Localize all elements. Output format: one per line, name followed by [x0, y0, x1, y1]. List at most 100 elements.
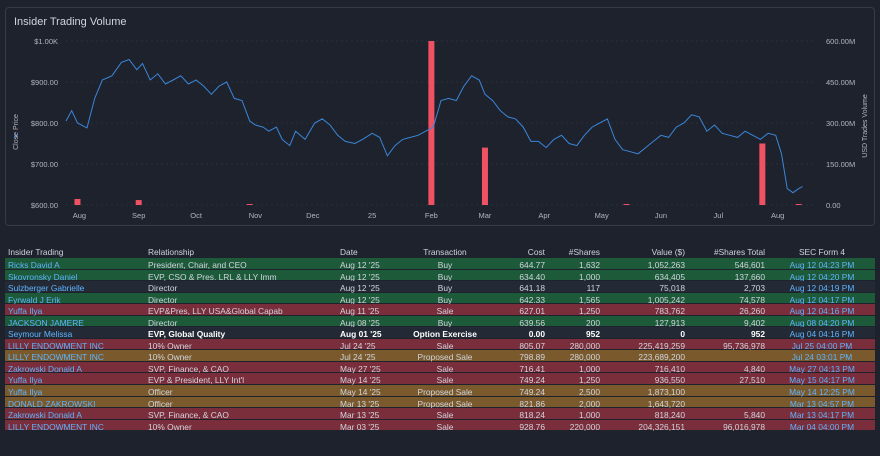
insider-trading-chart[interactable]: $1.00K $900.00 $800.00 $700.00 $600.00 600.0… — [6, 8, 874, 225]
insider-name-link[interactable]: LILLY ENDOWMENT INC — [8, 340, 104, 351]
header-value[interactable]: Value ($) — [651, 247, 685, 257]
date-cell: Aug 11 '25 — [340, 306, 380, 317]
sec-form4-link[interactable]: Mar 13 04:17 PM — [789, 410, 855, 421]
insider-name-link[interactable]: Ricks David A — [8, 260, 60, 270]
right-axis-title: USD Trades Volume — [862, 94, 869, 158]
date-cell: Mar 03 '25 — [340, 421, 380, 432]
sec-form4-link[interactable]: Aug 12 04:20 PM — [789, 271, 855, 282]
table-row[interactable]: Zakrowski Donald A SVP, Finance, & CAO Mar… — [5, 408, 875, 420]
sec-form4-link[interactable]: May 27 04:13 PM — [789, 363, 855, 374]
right-axis-ticks: 600.00M 450.00M 300.00M 150.00M 0.00 — [826, 37, 855, 210]
volume-bar — [795, 204, 802, 205]
table-row[interactable]: Seymour Melissa EVP, Global Quality Aug 01… — [5, 327, 875, 339]
table-row[interactable]: Zakrowski Donald A SVP, Finance, & CAO May… — [5, 361, 875, 374]
table-row[interactable]: LILLY ENDOWMENT INC 10% Owner Jul 24 '25 Sa… — [5, 338, 875, 351]
cost-cell: 818.24 — [519, 410, 545, 421]
table-row[interactable]: Skovronsky Daniel EVP, CSO & Pres. LRL & … — [5, 269, 875, 282]
transaction-cell: Buy — [437, 260, 453, 270]
sec-form4-link[interactable]: Aug 08 04:20 PM — [789, 317, 855, 328]
cost-cell: 644.77 — [519, 260, 545, 270]
value-cell: 936,550 — [654, 375, 685, 386]
left-tick-label: $1.00K — [34, 37, 58, 46]
x-tick-label: 25 — [368, 211, 376, 220]
left-tick-label: $800.00 — [31, 119, 58, 128]
cost-cell: 821.86 — [519, 398, 545, 409]
cost-cell: 805.07 — [519, 340, 545, 351]
relationship-cell: Officer — [148, 387, 173, 398]
insider-name-link[interactable]: DONALD ZAKROWSKI — [8, 398, 96, 409]
cost-cell: 749.24 — [519, 387, 545, 398]
insider-name-link[interactable]: Yuffa Ilya — [8, 387, 43, 398]
table-row[interactable]: Sulzberger Gabrielle Director Aug 12 '25 Bu… — [5, 281, 875, 293]
table-row[interactable]: JACKSON JAMERE Director Aug 08 '25 Buy 639.5… — [5, 315, 875, 328]
sec-form4-link[interactable]: Mar 13 04:57 PM — [789, 398, 855, 409]
table-row[interactable]: Yuffa Ilya EVP & President, LLY Int'l May … — [5, 373, 875, 385]
header-transaction[interactable]: Transaction — [423, 247, 467, 257]
header-shares-total[interactable]: #Shares Total — [713, 247, 765, 257]
cost-cell: 798.89 — [519, 352, 545, 363]
value-cell: 1,052,263 — [647, 260, 685, 270]
header-cost[interactable]: Cost — [527, 247, 545, 257]
cost-cell: 639.56 — [519, 317, 545, 328]
insider-name-link[interactable]: LILLY ENDOWMENT INC — [8, 352, 104, 363]
table-row[interactable]: LILLY ENDOWMENT INC 10% Owner Mar 03 '25 Sa… — [5, 419, 875, 432]
sec-form4-link[interactable]: Aug 04 04:16 PM — [789, 329, 855, 340]
insider-name-link[interactable]: Seymour Melissa — [8, 329, 73, 340]
insider-name-link[interactable]: JACKSON JAMERE — [8, 317, 84, 328]
table-body: Ricks David A President, Chair, and CEO Au… — [5, 258, 875, 432]
header-sec-form4[interactable]: SEC Form 4 — [798, 247, 846, 257]
date-cell: May 14 '25 — [340, 375, 381, 386]
value-cell: 75,018 — [659, 283, 685, 294]
shares-total-cell: 9,402 — [744, 317, 765, 328]
right-tick-label: 600.00M — [826, 37, 855, 46]
volume-bar — [74, 198, 81, 205]
relationship-cell: EVP, CSO & Pres. LRL & LLY Imm — [148, 271, 277, 282]
insider-name-link[interactable]: Zakrowski Donald A — [8, 363, 83, 374]
x-tick-label: Aug — [771, 211, 784, 220]
sec-form4-link[interactable]: Aug 12 04:17 PM — [789, 294, 855, 305]
insider-name-link[interactable]: Fyrwald J Erik — [8, 294, 61, 305]
table-row[interactable]: Yuffa Ilya Officer May 14 '25 Proposed Sale… — [5, 385, 875, 397]
volume-bar — [135, 200, 142, 205]
left-tick-label: $600.00 — [31, 201, 58, 210]
sec-form4-link[interactable]: Aug 12 04:19 PM — [789, 283, 855, 294]
cost-cell: 928.76 — [519, 421, 545, 432]
sec-form4-link[interactable]: Jul 25 04:00 PM — [791, 340, 853, 351]
table-row[interactable]: LILLY ENDOWMENT INC 10% Owner Jul 24 '25 Pr… — [5, 350, 875, 362]
sec-form4-link[interactable]: Mar 04 04:00 PM — [789, 421, 855, 432]
insider-name-link[interactable]: Skovronsky Daniel — [8, 271, 78, 282]
right-tick-label: 150.00M — [826, 160, 855, 169]
transaction-cell: Sale — [436, 306, 454, 317]
insider-name-link[interactable]: Zakrowski Donald A — [8, 410, 83, 421]
sec-form4-link[interactable]: May 14 12:25 PM — [789, 387, 855, 398]
shares-cell: 280,000 — [569, 340, 600, 351]
table-row[interactable]: Yuffa Ilya EVP&Pres, LLY USA&Global Capab… — [5, 304, 875, 316]
header-shares[interactable]: #Shares — [568, 247, 600, 257]
left-tick-label: $900.00 — [31, 78, 58, 87]
table-row[interactable]: Fyrwald J Erik Director Aug 12 '25 Buy 642.3… — [5, 292, 875, 305]
sec-form4-link[interactable]: Aug 12 04:16 PM — [789, 306, 855, 317]
transaction-cell: Sale — [436, 375, 454, 386]
sec-form4-link[interactable]: Aug 12 04:23 PM — [789, 260, 855, 270]
sec-form4-link[interactable]: Jul 24 03:01 PM — [791, 352, 853, 363]
date-cell: Mar 13 '25 — [340, 410, 380, 421]
shares-cell: 1,250 — [579, 375, 600, 386]
insider-name-link[interactable]: Yuffa Ilya — [8, 375, 43, 386]
value-cell: 0 — [680, 329, 685, 340]
sec-form4-link[interactable]: May 15 04:17 PM — [789, 375, 855, 386]
shares-total-cell: 952 — [751, 329, 765, 340]
header-insider[interactable]: Insider Trading — [8, 247, 64, 257]
date-cell: Aug 12 '25 — [340, 260, 380, 270]
insider-name-link[interactable]: Sulzberger Gabrielle — [8, 283, 85, 294]
header-relationship[interactable]: Relationship — [148, 247, 195, 257]
value-cell: 223,689,200 — [638, 352, 685, 363]
cost-cell: 634.40 — [519, 271, 545, 282]
insider-name-link[interactable]: LILLY ENDOWMENT INC — [8, 421, 104, 432]
table-row[interactable]: DONALD ZAKROWSKI Officer Mar 13 '25 Propose… — [5, 396, 875, 409]
table-row[interactable]: Ricks David A President, Chair, and CEO Au… — [5, 258, 875, 270]
insider-name-link[interactable]: Yuffa Ilya — [8, 306, 43, 317]
left-tick-label: $700.00 — [31, 160, 58, 169]
header-date[interactable]: Date — [340, 247, 358, 257]
shares-cell: 1,000 — [579, 271, 600, 282]
shares-total-cell: 137,660 — [734, 271, 765, 282]
